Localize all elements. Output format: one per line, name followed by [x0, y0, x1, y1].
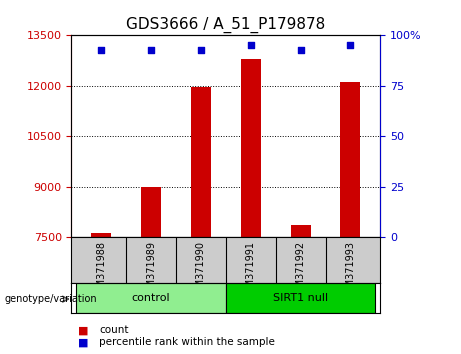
Bar	[77, 283, 226, 313]
Point	[297, 47, 304, 52]
Text: GSM371988: GSM371988	[96, 241, 106, 300]
Point	[247, 43, 254, 48]
Bar	[290, 225, 311, 237]
Bar	[241, 59, 261, 237]
Point	[148, 47, 155, 52]
Bar	[191, 86, 211, 237]
Point	[347, 43, 354, 48]
Text: GSM371989: GSM371989	[146, 241, 156, 300]
Text: genotype/variation: genotype/variation	[5, 294, 97, 304]
Bar	[226, 283, 375, 313]
Text: percentile rank within the sample: percentile rank within the sample	[99, 337, 275, 347]
Text: GSM371991: GSM371991	[246, 241, 256, 300]
Text: control: control	[132, 293, 171, 303]
Point	[197, 47, 205, 52]
Title: GDS3666 / A_51_P179878: GDS3666 / A_51_P179878	[126, 16, 325, 33]
Bar	[341, 82, 361, 237]
Text: SIRT1 null: SIRT1 null	[273, 293, 328, 303]
Text: GSM371993: GSM371993	[345, 241, 355, 300]
Text: GSM371992: GSM371992	[296, 241, 306, 300]
Bar	[91, 233, 111, 237]
Text: GSM371990: GSM371990	[196, 241, 206, 300]
Point	[98, 47, 105, 52]
Text: ■: ■	[78, 337, 89, 347]
Text: count: count	[99, 325, 129, 335]
Bar	[141, 187, 161, 237]
Text: ■: ■	[78, 325, 89, 335]
